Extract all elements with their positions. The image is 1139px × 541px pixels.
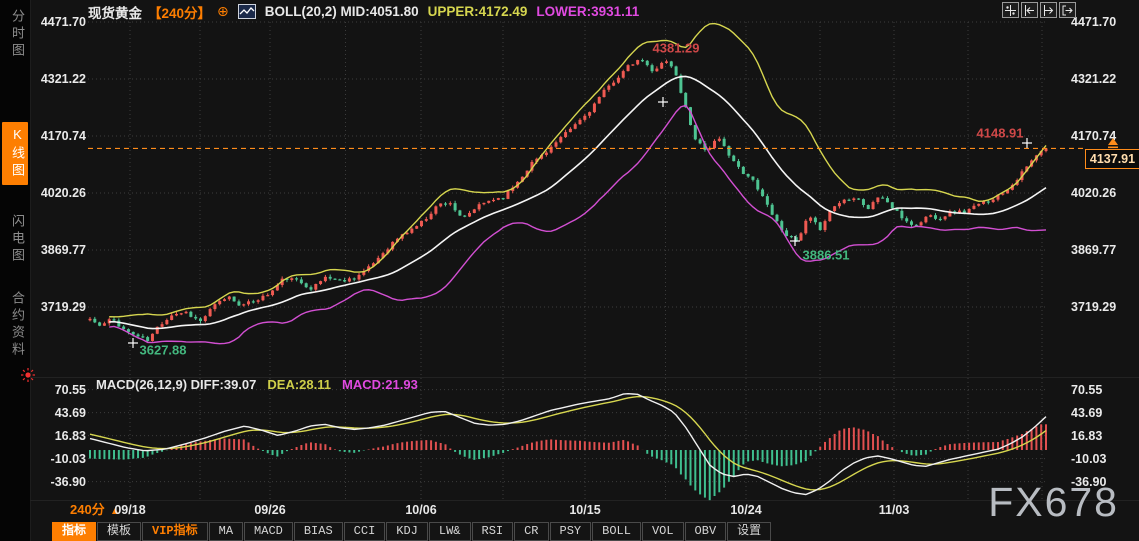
toolbar-item-BOLL[interactable]: BOLL xyxy=(592,522,641,541)
macd-y-tick: 70.55 xyxy=(1071,382,1103,397)
chart-header: 现货黄金 【240分】 ⊕ BOLL(20,2) MID:4051.80 UPP… xyxy=(88,2,639,21)
toolbar-item-CR[interactable]: CR xyxy=(514,522,549,541)
indicator-toolbar: 指标 模板 VIP指标 MA MACD BIAS CCI KDJ LW& RSI CR PSY BOLL… xyxy=(52,522,772,541)
macd-y-tick: 16.83 xyxy=(1071,428,1103,443)
axis-divider xyxy=(30,500,1139,501)
macd-y-tick: -36.90 xyxy=(1071,474,1107,489)
macd-y-tick: 16.83 xyxy=(54,428,86,443)
macd-y-tick: -10.03 xyxy=(1071,451,1107,466)
main-y-tick: 4170.74 xyxy=(40,128,86,143)
x-axis-date: 10/24 xyxy=(730,503,762,517)
sidebar: 分时图 K线图闪电图合约资料 xyxy=(0,0,35,541)
toolbar-item-模板[interactable]: 模板 xyxy=(97,522,142,541)
toolbar-item-PSY[interactable]: PSY xyxy=(549,522,592,541)
dropdown-arrow-icon: ▲ xyxy=(109,505,121,517)
main-y-tick: 3869.77 xyxy=(40,243,86,257)
boll-lower-label: LOWER:3931.11 xyxy=(536,4,640,19)
toolbar-item-VIP指标[interactable]: VIP指标 xyxy=(142,522,208,541)
sidebar-tab-分时图[interactable]: 分时图 xyxy=(10,9,25,60)
macd-y-tick: 70.55 xyxy=(54,382,86,397)
current-price-box: 4137.91 xyxy=(1085,149,1139,169)
price-annotation: 3627.88 xyxy=(139,342,187,358)
macd-y-tick: -10.03 xyxy=(50,451,86,466)
price-annotation: 3886.51 xyxy=(802,247,850,263)
sidebar-tab-合约资料[interactable]: 合约资料 xyxy=(10,291,25,359)
toolbar-item-LW&[interactable]: LW& xyxy=(428,522,471,541)
macd-dea-label: DEA:28.11 xyxy=(267,377,331,392)
sidebar-tab-闪电图[interactable]: 闪电图 xyxy=(10,214,25,265)
main-y-tick: 4170.74 xyxy=(1071,128,1117,143)
crosshair-icon[interactable] xyxy=(1002,2,1019,18)
macd-macd-label: MACD:21.93 xyxy=(341,377,418,392)
main-y-tick: 3719.29 xyxy=(1071,300,1117,314)
main-y-tick: 4321.22 xyxy=(40,71,86,86)
toolbar-item-指标[interactable]: 指标 xyxy=(52,522,97,541)
pan-right-icon[interactable] xyxy=(1059,2,1076,18)
toolbar-item-BIAS[interactable]: BIAS xyxy=(293,522,343,541)
compress-horizontal-icon[interactable] xyxy=(1021,2,1038,18)
toolbar-item-RSI[interactable]: RSI xyxy=(471,522,514,541)
x-axis-date: 11/03 xyxy=(878,503,910,517)
main-y-tick: 4020.26 xyxy=(40,185,86,200)
fx678-watermark: FX678 xyxy=(988,479,1119,525)
main-y-tick: 3719.29 xyxy=(40,300,86,314)
main-y-tick: 4321.22 xyxy=(1071,71,1117,86)
alert-icon[interactable] xyxy=(20,367,36,388)
sidebar-tab-K线图[interactable]: K线图 xyxy=(2,122,28,185)
expand-horizontal-icon[interactable] xyxy=(1040,2,1057,18)
x-axis-date: 10/06 xyxy=(405,503,437,517)
price-marker-icon xyxy=(1106,136,1120,154)
price-annotation: 4148.91 xyxy=(976,125,1024,141)
macd-title: MACD(26,12,9) DIFF:39.07 xyxy=(96,377,257,392)
toolbar-item-KDJ[interactable]: KDJ xyxy=(386,522,428,541)
main-y-tick: 4471.70 xyxy=(1071,15,1117,29)
toolbar-item-OBV[interactable]: OBV xyxy=(684,522,727,541)
chart-tools xyxy=(1002,2,1076,18)
toolbar-item-VOL[interactable]: VOL xyxy=(641,522,684,541)
x-axis-date: 09/18 xyxy=(114,503,146,517)
macd-y-tick: 43.69 xyxy=(1071,405,1103,420)
add-indicator-icon[interactable]: ⊕ xyxy=(217,3,229,19)
x-axis-date: 10/15 xyxy=(569,503,601,517)
period-label: 【240分】 xyxy=(148,5,212,21)
price-annotation: 4381.29 xyxy=(652,40,700,56)
macd-y-tick: 43.69 xyxy=(54,405,86,420)
macd-header: MACD(26,12,9) DIFF:39.07 DEA:28.11 MACD:… xyxy=(96,376,418,393)
toolbar-item-MACD[interactable]: MACD xyxy=(244,522,293,541)
toolbar-item-设置[interactable]: 设置 xyxy=(727,522,772,541)
x-axis-period[interactable]: 240分 ▲ xyxy=(70,502,121,517)
boll-upper-label: UPPER:4172.49 xyxy=(427,4,528,19)
main-y-tick: 3869.77 xyxy=(1071,243,1117,257)
main-y-tick: 4020.26 xyxy=(1071,185,1117,200)
macd-y-tick: -36.90 xyxy=(50,474,86,489)
boll-indicator-label: BOLL(20,2) MID:4051.80 xyxy=(264,4,419,19)
main-y-tick: 4471.70 xyxy=(40,15,86,29)
x-axis-date: 09/26 xyxy=(254,503,286,517)
symbol-name: 现货黄金 xyxy=(88,5,142,21)
toolbar-item-MA[interactable]: MA xyxy=(208,522,244,541)
chart-type-icon[interactable] xyxy=(237,4,256,19)
toolbar-item-CCI[interactable]: CCI xyxy=(343,522,386,541)
